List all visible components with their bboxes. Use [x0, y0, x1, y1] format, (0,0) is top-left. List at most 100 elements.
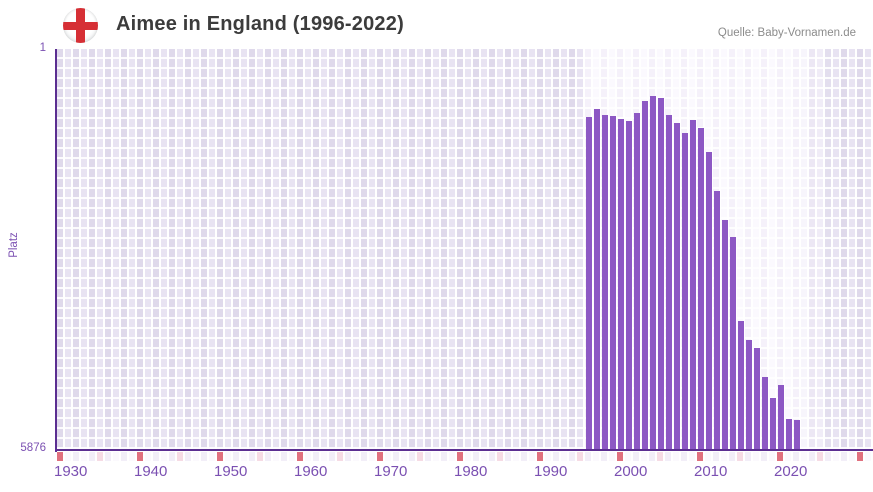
timeline-cell	[465, 451, 472, 461]
timeline-cell	[489, 451, 496, 461]
england-flag-icon	[63, 8, 98, 43]
timeline-cell	[89, 451, 96, 461]
timeline-cell	[425, 451, 432, 461]
timeline-cell	[825, 451, 832, 461]
timeline-cell	[305, 451, 312, 461]
timeline-cell	[433, 451, 440, 461]
timeline-cell	[65, 451, 72, 461]
bar-2020	[777, 384, 785, 449]
timeline-cell	[593, 451, 600, 461]
timeline-cell	[521, 451, 528, 461]
timeline-cell	[201, 451, 208, 461]
timeline-cell	[281, 451, 288, 461]
timeline-decade-marker	[457, 451, 464, 461]
timeline-decade-marker	[297, 451, 304, 461]
timeline-cell	[865, 451, 872, 461]
x-tick-label: 1940	[134, 463, 168, 480]
bar-2017	[753, 348, 761, 449]
timeline-cell	[737, 451, 744, 461]
timeline-cell	[673, 451, 680, 461]
bar-2009	[689, 120, 697, 449]
timeline-decade-marker	[377, 451, 384, 461]
timeline-cell	[577, 451, 584, 461]
timeline-cell	[369, 451, 376, 461]
timeline-cell	[793, 451, 800, 461]
timeline-cell	[193, 451, 200, 461]
timeline-cell	[817, 451, 824, 461]
y-axis-line	[55, 49, 57, 452]
y-axis-top-tick: 1	[39, 42, 46, 54]
timeline-cell	[705, 451, 712, 461]
timeline-cell	[585, 451, 592, 461]
timeline-cell	[449, 451, 456, 461]
bar-2002	[633, 112, 641, 449]
bar-2013	[721, 219, 729, 449]
x-tick-label: 1970	[374, 463, 408, 480]
timeline-cell	[481, 451, 488, 461]
timeline-cell	[161, 451, 168, 461]
timeline-cell	[105, 451, 112, 461]
timeline-cell	[809, 451, 816, 461]
timeline-cell	[345, 451, 352, 461]
bar-2007	[673, 123, 681, 449]
timeline-cell	[713, 451, 720, 461]
bar-1999	[609, 116, 617, 449]
timeline-cell	[649, 451, 656, 461]
timeline-decade-marker	[57, 451, 64, 461]
timeline-decade-marker	[617, 451, 624, 461]
timeline-cell	[353, 451, 360, 461]
timeline-cell	[257, 451, 264, 461]
timeline-cell	[337, 451, 344, 461]
bar-2006	[665, 114, 673, 449]
bar-2000	[617, 119, 625, 449]
timeline-cell	[145, 451, 152, 461]
timeline-cell	[73, 451, 80, 461]
timeline-cell	[729, 451, 736, 461]
timeline-cell	[361, 451, 368, 461]
timeline-cell	[785, 451, 792, 461]
timeline-cell	[761, 451, 768, 461]
timeline-cell	[441, 451, 448, 461]
y-axis-title: Platz	[8, 232, 20, 258]
timeline-cell	[473, 451, 480, 461]
timeline-cell	[849, 451, 856, 461]
timeline-cell	[113, 451, 120, 461]
bar-1998	[601, 115, 609, 449]
horizontal-gridlines	[57, 49, 873, 449]
timeline-cell	[689, 451, 696, 461]
timeline-cell	[185, 451, 192, 461]
plot-area	[57, 49, 873, 449]
timeline-cell	[417, 451, 424, 461]
timeline-cell	[569, 451, 576, 461]
timeline-cell	[265, 451, 272, 461]
timeline-cell	[209, 451, 216, 461]
x-tick-label: 2000	[614, 463, 648, 480]
timeline-decade-marker	[857, 451, 864, 461]
timeline-decade-marker	[537, 451, 544, 461]
timeline-cell	[529, 451, 536, 461]
timeline-cell	[385, 451, 392, 461]
timeline-cell	[769, 451, 776, 461]
timeline-cell	[745, 451, 752, 461]
timeline-cell	[321, 451, 328, 461]
timeline-cell	[129, 451, 136, 461]
timeline-decade-marker	[137, 451, 144, 461]
bar-2005	[657, 98, 665, 449]
bar-2019	[769, 398, 777, 449]
timeline-cell	[233, 451, 240, 461]
timeline-cell	[505, 451, 512, 461]
x-tick-label: 2010	[694, 463, 728, 480]
timeline-cell	[409, 451, 416, 461]
bar-1997	[593, 109, 601, 449]
bar-2011	[705, 151, 713, 449]
timeline-decade-marker	[697, 451, 704, 461]
timeline-cell	[313, 451, 320, 461]
x-tick-label: 1990	[534, 463, 568, 480]
timeline-cell	[609, 451, 616, 461]
x-tick-label: 2020	[774, 463, 808, 480]
timeline-cell	[681, 451, 688, 461]
timeline-cell	[169, 451, 176, 461]
timeline-strip	[57, 451, 873, 461]
bar-2018	[761, 376, 769, 449]
timeline-cell	[177, 451, 184, 461]
